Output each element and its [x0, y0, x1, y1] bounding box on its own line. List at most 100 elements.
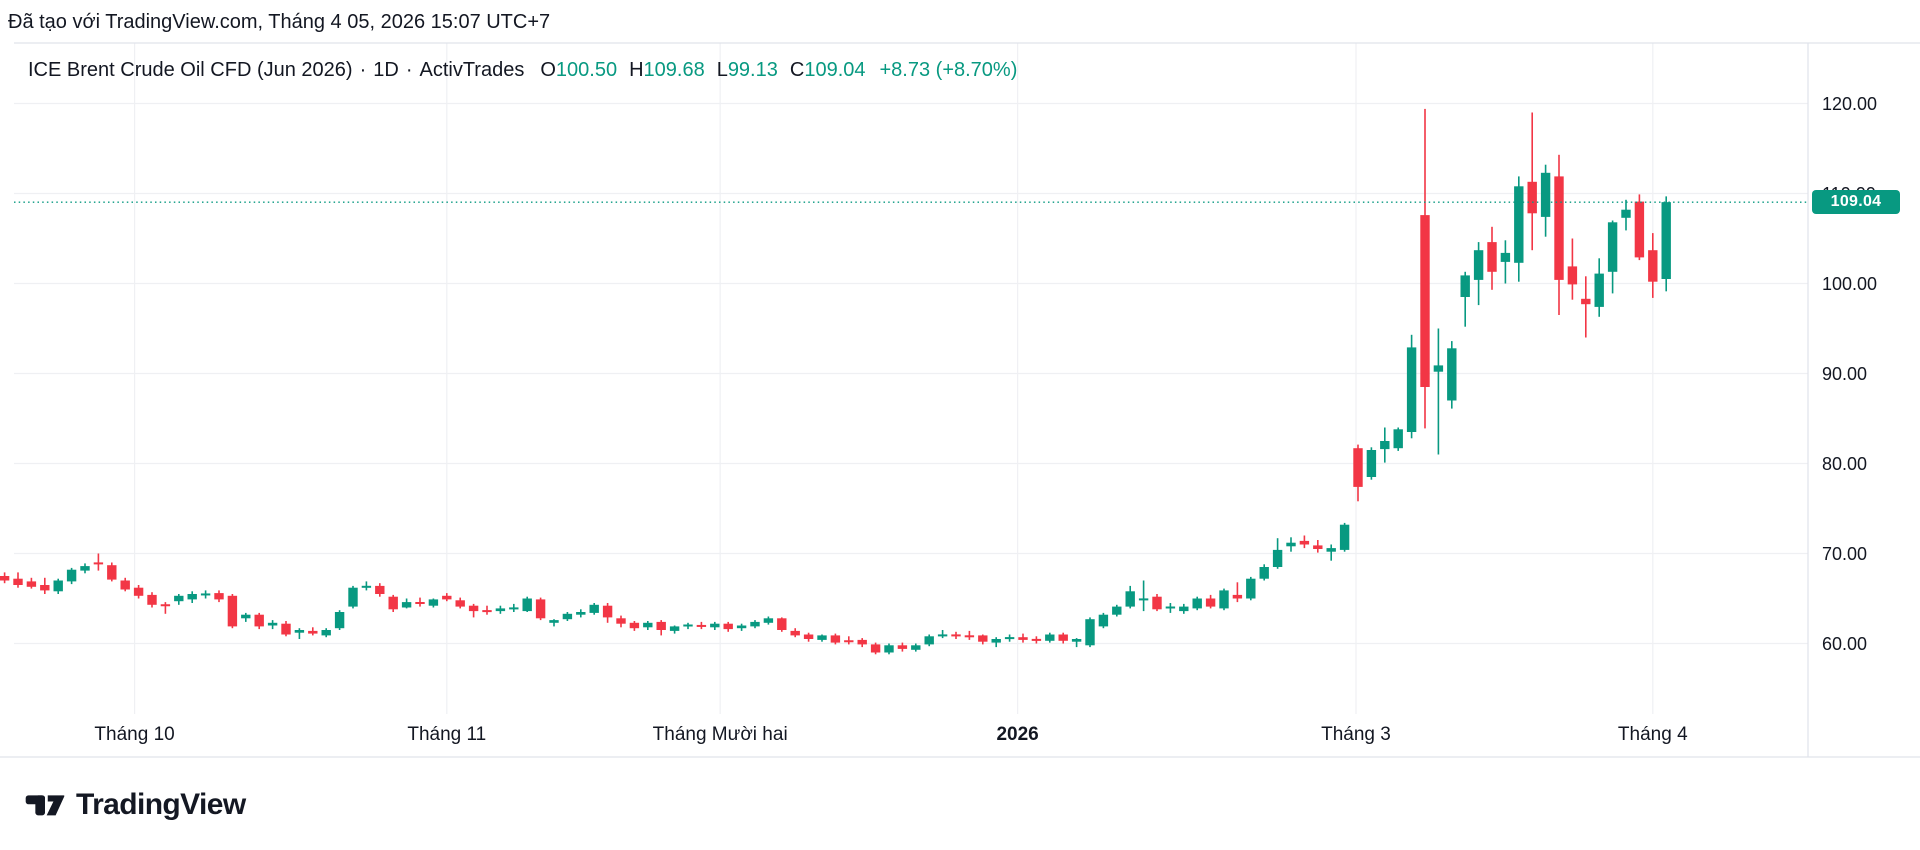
candle[interactable]: [160, 602, 171, 614]
candle[interactable]: [428, 598, 439, 608]
candle[interactable]: [1299, 535, 1310, 549]
candle[interactable]: [978, 634, 988, 645]
candle[interactable]: [241, 612, 251, 622]
candle[interactable]: [53, 578, 63, 594]
candle[interactable]: [482, 605, 492, 615]
candle[interactable]: [1460, 271, 1470, 327]
candle[interactable]: [1272, 538, 1283, 569]
candle[interactable]: [589, 603, 599, 615]
candle[interactable]: [1634, 194, 1645, 261]
candle[interactable]: [683, 622, 693, 630]
candle[interactable]: [120, 577, 130, 592]
candle[interactable]: [1313, 540, 1323, 553]
candle[interactable]: [857, 638, 867, 648]
candle[interactable]: [200, 590, 211, 599]
candle[interactable]: [602, 603, 613, 623]
candle[interactable]: [361, 581, 372, 591]
candle[interactable]: [1179, 603, 1189, 614]
candle[interactable]: [468, 603, 479, 618]
candle[interactable]: [1205, 594, 1216, 609]
candle[interactable]: [884, 643, 894, 655]
candle[interactable]: [1393, 427, 1403, 451]
candle[interactable]: [937, 630, 948, 639]
candle[interactable]: [1514, 176, 1524, 282]
candle[interactable]: [227, 594, 238, 629]
candle[interactable]: [522, 596, 532, 612]
candle[interactable]: [455, 597, 465, 609]
candle[interactable]: [1326, 544, 1336, 561]
candle[interactable]: [777, 617, 787, 632]
candle[interactable]: [495, 605, 506, 614]
candle[interactable]: [1045, 632, 1055, 643]
candle[interactable]: [1058, 632, 1068, 644]
candle[interactable]: [1085, 617, 1095, 648]
candle[interactable]: [308, 627, 318, 636]
candle[interactable]: [415, 597, 425, 607]
candle[interactable]: [93, 553, 104, 571]
candle[interactable]: [911, 643, 921, 652]
candle[interactable]: [267, 620, 278, 630]
candle[interactable]: [1447, 341, 1457, 409]
candle[interactable]: [1621, 199, 1631, 231]
candle[interactable]: [80, 563, 90, 574]
candle[interactable]: [790, 628, 800, 638]
candle[interactable]: [1380, 427, 1390, 463]
candle[interactable]: [174, 594, 184, 605]
candle[interactable]: [616, 615, 626, 628]
candle[interactable]: [187, 591, 197, 603]
candle[interactable]: [1554, 154, 1564, 315]
candle[interactable]: [803, 632, 814, 642]
candle[interactable]: [133, 585, 144, 599]
candle[interactable]: [1366, 447, 1377, 480]
candle[interactable]: [1286, 537, 1296, 552]
candle[interactable]: [334, 610, 345, 630]
candle[interactable]: [643, 621, 653, 630]
candle[interactable]: [1018, 633, 1028, 643]
candle[interactable]: [535, 597, 546, 621]
candle[interactable]: [844, 636, 854, 645]
candle[interactable]: [1112, 604, 1122, 617]
candle[interactable]: [1594, 258, 1604, 317]
candle[interactable]: [629, 621, 640, 631]
candle[interactable]: [736, 623, 747, 631]
candle[interactable]: [1540, 164, 1551, 237]
candle[interactable]: [26, 577, 37, 589]
candle[interactable]: [669, 625, 680, 634]
candle[interactable]: [321, 628, 331, 638]
candle[interactable]: [723, 621, 733, 632]
candle[interactable]: [66, 567, 77, 585]
candle[interactable]: [763, 616, 774, 625]
candle[interactable]: [1232, 582, 1243, 603]
candle[interactable]: [1353, 444, 1363, 502]
candle[interactable]: [1031, 636, 1042, 644]
candle[interactable]: [1152, 594, 1162, 612]
candle[interactable]: [576, 609, 586, 618]
candle[interactable]: [509, 603, 519, 612]
candle[interactable]: [991, 637, 1001, 648]
candle[interactable]: [1165, 603, 1176, 613]
candle[interactable]: [1527, 112, 1537, 251]
candle[interactable]: [1259, 564, 1269, 581]
candle[interactable]: [1138, 580, 1149, 612]
candle[interactable]: [401, 598, 412, 609]
candle[interactable]: [0, 572, 10, 584]
candle[interactable]: [40, 577, 50, 594]
candle[interactable]: [549, 619, 559, 627]
candle[interactable]: [1648, 233, 1658, 298]
candle[interactable]: [897, 642, 908, 652]
candle[interactable]: [750, 620, 760, 629]
candle[interactable]: [1219, 588, 1229, 611]
candle[interactable]: [1581, 276, 1591, 338]
candle[interactable]: [696, 621, 707, 630]
candle[interactable]: [1125, 585, 1135, 609]
candle[interactable]: [870, 642, 881, 655]
candle[interactable]: [1607, 220, 1618, 294]
candle[interactable]: [214, 590, 224, 603]
candle[interactable]: [1500, 240, 1511, 284]
candle[interactable]: [924, 634, 934, 647]
candle[interactable]: [281, 621, 291, 637]
candle[interactable]: [1406, 334, 1417, 439]
candle[interactable]: [951, 631, 961, 639]
candle[interactable]: [294, 628, 305, 639]
